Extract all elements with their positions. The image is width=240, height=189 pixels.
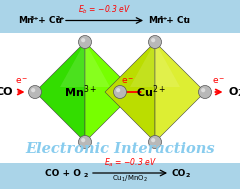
Circle shape: [198, 85, 211, 98]
Bar: [0, 33, 240, 163]
Text: Mn$^{3+}$: Mn$^{3+}$: [64, 84, 98, 100]
Text: $E_{b}$ = −0.3 eV: $E_{b}$ = −0.3 eV: [78, 4, 131, 16]
Text: CO + O: CO + O: [45, 169, 81, 177]
Text: Cu$_1$/MnO$_2$: Cu$_1$/MnO$_2$: [112, 174, 148, 184]
Text: e$^-$: e$^-$: [15, 77, 28, 87]
Circle shape: [201, 88, 205, 92]
Polygon shape: [155, 42, 205, 142]
Circle shape: [151, 38, 155, 42]
Text: Mn: Mn: [148, 16, 163, 25]
Text: 2: 2: [185, 173, 189, 178]
Text: e$^-$: e$^-$: [121, 77, 135, 87]
Text: e$^-$: e$^-$: [212, 77, 226, 87]
Circle shape: [78, 136, 91, 149]
Text: Electronic Interactions: Electronic Interactions: [25, 142, 215, 156]
Text: 2+: 2+: [55, 15, 65, 20]
Circle shape: [116, 88, 120, 92]
Text: +: +: [182, 15, 187, 20]
Circle shape: [29, 85, 42, 98]
Text: Mn: Mn: [18, 16, 34, 25]
Circle shape: [114, 85, 126, 98]
Text: Cu$^{2+}$: Cu$^{2+}$: [136, 84, 166, 100]
Polygon shape: [130, 42, 180, 87]
Circle shape: [151, 138, 155, 142]
Text: CO: CO: [172, 169, 186, 177]
Text: CO: CO: [0, 87, 12, 97]
Polygon shape: [85, 42, 135, 142]
Text: + Cu: + Cu: [35, 16, 62, 25]
Text: 4+: 4+: [159, 15, 169, 20]
Circle shape: [81, 38, 85, 42]
Polygon shape: [35, 42, 85, 142]
Text: 3+: 3+: [30, 15, 40, 20]
Circle shape: [81, 138, 85, 142]
Text: + Cu: + Cu: [163, 16, 190, 25]
Circle shape: [31, 88, 35, 92]
Circle shape: [149, 36, 162, 49]
Polygon shape: [105, 42, 155, 142]
Polygon shape: [60, 42, 110, 87]
Circle shape: [149, 136, 162, 149]
Text: $E_{a}$ = −0.3 eV: $E_{a}$ = −0.3 eV: [104, 156, 156, 169]
Text: O$_2$: O$_2$: [228, 85, 240, 99]
Text: 2: 2: [83, 173, 87, 178]
Circle shape: [78, 36, 91, 49]
